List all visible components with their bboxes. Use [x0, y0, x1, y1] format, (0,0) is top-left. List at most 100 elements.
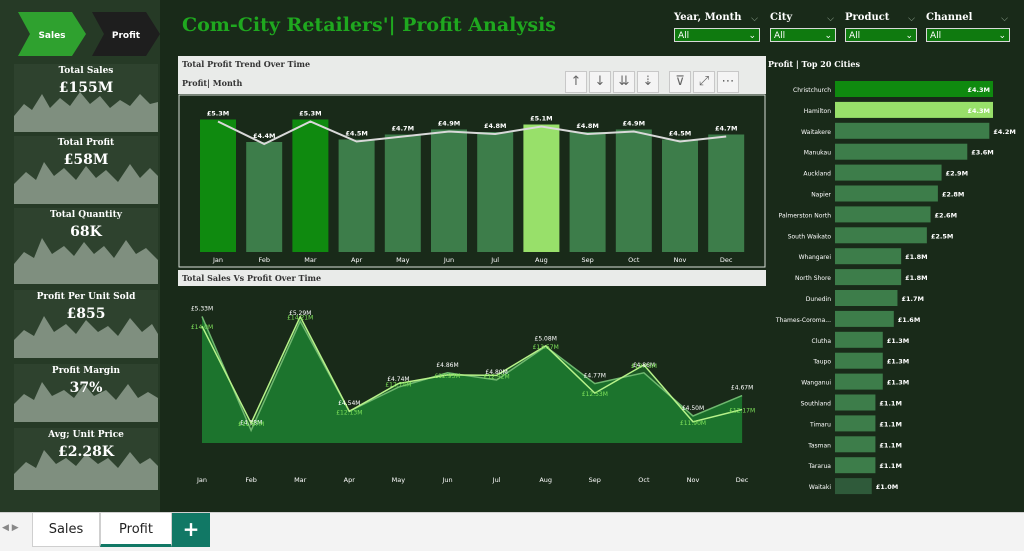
kpi-title: Total Quantity — [50, 210, 122, 220]
tab-sales[interactable]: Sales — [32, 513, 100, 547]
city-value-label: £1.8M — [905, 253, 928, 261]
sales-profit-chart: £5.33M £14.0M Jan £4.38M£11.87M Feb £5.29M£14… — [191, 305, 755, 484]
profit-bar[interactable] — [569, 132, 606, 252]
sales-point-label: £12.74M — [385, 382, 411, 389]
profit-bar-label: £4.9M — [623, 120, 646, 128]
profit-nav-button[interactable]: Profit — [92, 12, 160, 56]
profit-bar-label: £4.8M — [576, 122, 599, 130]
profit-line — [201, 316, 743, 433]
kpi-value: 68K — [70, 224, 102, 240]
city-bar[interactable] — [835, 248, 902, 265]
city-bar[interactable] — [835, 164, 942, 181]
city-bar[interactable] — [835, 81, 993, 97]
add-page-button[interactable]: + — [172, 513, 210, 547]
product-dropdown[interactable]: All ⌄ — [845, 28, 917, 42]
city-name-label: Waitakere — [801, 129, 831, 136]
city-bar[interactable] — [835, 206, 931, 223]
year-month-dropdown[interactable]: All ⌄ — [674, 28, 760, 42]
chevron-down-icon[interactable]: ⌵ — [827, 14, 834, 24]
city-bar[interactable] — [835, 331, 883, 348]
city-bar[interactable] — [835, 269, 902, 286]
month-tick-label: May — [396, 256, 410, 264]
kpi-value: £58M — [63, 152, 109, 168]
profit-bar[interactable] — [338, 139, 375, 253]
city-value-label: £2.8M — [942, 191, 965, 199]
month-tick-label: Nov — [674, 256, 687, 264]
profit-bar[interactable] — [246, 142, 283, 252]
city-bar[interactable] — [835, 373, 883, 390]
city-bar[interactable] — [835, 290, 898, 306]
chevron-down-icon[interactable]: ⌵ — [1001, 14, 1008, 24]
city-bar[interactable] — [835, 143, 968, 160]
chevron-down-icon[interactable]: ⌵ — [751, 14, 758, 24]
expand-next-level-icon[interactable]: ⇊ — [613, 71, 635, 93]
city-bar[interactable] — [835, 352, 883, 369]
sales-nav-button[interactable]: Sales — [18, 12, 86, 56]
city-bar[interactable] — [835, 310, 894, 327]
city-name-label: Dunedin — [806, 296, 831, 303]
profit-bar-label: £4.4M — [253, 132, 276, 140]
kpi-value: 37% — [69, 380, 103, 396]
chevron-down-icon[interactable]: ⌵ — [908, 14, 915, 24]
city-value-label: £3.6M — [971, 149, 994, 157]
channel-dropdown[interactable]: All ⌄ — [926, 28, 1010, 42]
chevron-down-icon: ⌄ — [905, 31, 913, 41]
kpi-title: Profit Per Unit Sold — [36, 292, 136, 302]
more-options-icon[interactable]: ⋯ — [717, 71, 739, 93]
city-name-label: Waitaki — [809, 484, 831, 491]
profit-bar[interactable] — [662, 139, 698, 253]
city-name-label: Tasman — [807, 442, 831, 449]
filter-icon[interactable]: ⊽ — [669, 71, 691, 93]
month-tick-label: Apr — [351, 256, 363, 264]
city-dropdown[interactable]: All ⌄ — [770, 28, 836, 42]
city-value-label: £1.6M — [898, 316, 921, 324]
profit-point-label: £4.77M — [584, 373, 606, 380]
city-bar[interactable] — [835, 101, 993, 118]
year-month-slicer: Year, Month ⌵ All ⌄ — [674, 12, 760, 46]
month-tick-label: Sep — [581, 256, 593, 264]
sales-line — [201, 314, 743, 425]
profit-bar[interactable] — [431, 129, 467, 253]
city-bar[interactable] — [835, 227, 927, 244]
month-tick-label: Feb — [245, 476, 257, 484]
city-name-label: Clutha — [812, 338, 832, 345]
profit-bar[interactable] — [615, 129, 652, 253]
month-tick-label: Dec — [736, 476, 749, 484]
sales-point-label: £12.93M — [434, 373, 460, 380]
city-bar[interactable] — [835, 394, 876, 411]
city-name-label: Hamilton — [804, 108, 831, 115]
profit-bar[interactable] — [384, 134, 421, 253]
profit-bar[interactable] — [708, 134, 745, 253]
tab-profit[interactable]: Profit — [100, 513, 172, 547]
profit-bar[interactable] — [523, 124, 560, 253]
expand-hierarchy-icon[interactable]: ⇣ — [637, 71, 659, 93]
city-bar[interactable] — [835, 457, 876, 474]
kpi-sparkline — [14, 316, 158, 358]
drill-down-icon[interactable]: ↓ — [589, 71, 611, 93]
sales-area[interactable] — [202, 316, 743, 443]
profit-bar[interactable] — [200, 119, 236, 253]
city-bar[interactable] — [835, 122, 990, 139]
profit-bar-label: £5.3M — [207, 110, 230, 118]
profit-point-label: £4.54M — [338, 400, 360, 407]
city-name-label: Auckland — [803, 171, 831, 178]
kpi-card: Total Sales £155M — [14, 64, 158, 132]
kpi-title: Total Sales — [58, 66, 114, 76]
sales-point-label: £11.87M — [238, 421, 264, 428]
month-tick-label: Aug — [535, 256, 548, 264]
profit-bar[interactable] — [292, 119, 329, 253]
city-bar[interactable] — [835, 478, 872, 495]
drill-up-icon[interactable]: ↑ — [565, 71, 587, 93]
profit-bar-label: £4.9M — [438, 120, 461, 128]
city-bar[interactable] — [835, 436, 876, 453]
profit-bar[interactable] — [477, 132, 514, 252]
month-tick-label: Sep — [589, 476, 601, 484]
sales-point-label: £12.17M — [729, 408, 755, 415]
tab-scroll-arrows[interactable]: ◀ ▶ — [2, 523, 19, 533]
city-bar[interactable] — [835, 185, 938, 202]
city-bar[interactable] — [835, 415, 876, 432]
profit-point-label: £4.86M — [633, 362, 655, 369]
focus-mode-icon[interactable]: ⤢ — [693, 71, 715, 93]
city-value-label: £1.8M — [905, 274, 928, 282]
month-tick-label: Jul — [490, 256, 499, 264]
